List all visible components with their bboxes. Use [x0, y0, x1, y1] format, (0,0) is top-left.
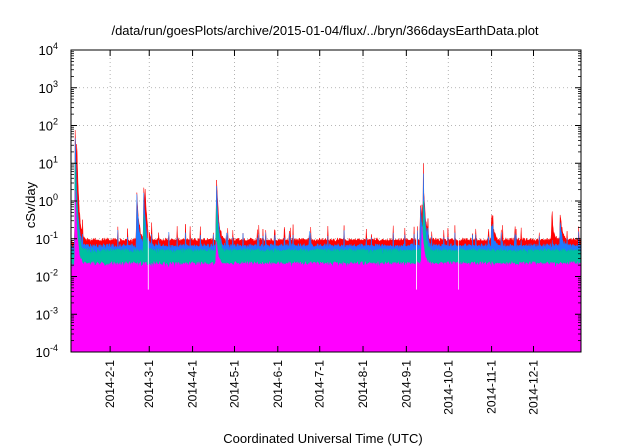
- y-tick-label: 10-1: [36, 230, 58, 247]
- data-gap: [147, 220, 149, 290]
- chart-title: /data/run/goesPlots/archive/2015-01-04/f…: [111, 23, 538, 38]
- data-gap: [416, 220, 417, 290]
- x-tick-label: 2014-8-1: [356, 360, 370, 408]
- y-tick-label: 104: [39, 41, 58, 58]
- x-tick-label: 2014-6-1: [271, 360, 285, 408]
- x-tick-label: 2014-3-1: [142, 360, 156, 408]
- dropout-lines: [81, 289, 577, 352]
- x-tick-label: 2014-5-1: [227, 360, 241, 408]
- y-tick-label: 10-2: [36, 268, 58, 285]
- y-tick-label: 103: [39, 79, 58, 96]
- x-tick-label: 2014-9-1: [399, 360, 413, 408]
- x-tick-label: 2014-2-1: [103, 360, 117, 408]
- y-tick-labels: 10-4 10-3 10-2 10-1 100 101 102 103 104: [36, 41, 58, 360]
- x-axis-label: Coordinated Universal Time (UTC): [223, 431, 422, 446]
- y-tick-label: 101: [39, 154, 58, 171]
- series-4-area: [71, 190, 581, 352]
- axes: [70, 49, 582, 353]
- y-tick-label: 100: [39, 192, 58, 209]
- y-tick-label: 10-3: [36, 305, 58, 322]
- x-tick-label: 2014-10-1: [441, 360, 455, 415]
- y-tick-label: 10-4: [36, 343, 58, 360]
- x-tick-labels: 2014-2-1 2014-3-1 2014-4-1 2014-5-1 2014-6-1…: [103, 360, 540, 415]
- series-layer: [71, 130, 581, 352]
- y-axis-label: cSv/day: [23, 181, 38, 228]
- x-tick-label: 2014-7-1: [313, 360, 327, 408]
- x-tick-label: 2014-12-1: [526, 360, 540, 415]
- data-gap: [458, 220, 459, 290]
- x-tick-label: 2014-4-1: [186, 360, 200, 408]
- y-tick-label: 102: [39, 117, 58, 134]
- x-tick-label: 2014-11-1: [485, 360, 499, 414]
